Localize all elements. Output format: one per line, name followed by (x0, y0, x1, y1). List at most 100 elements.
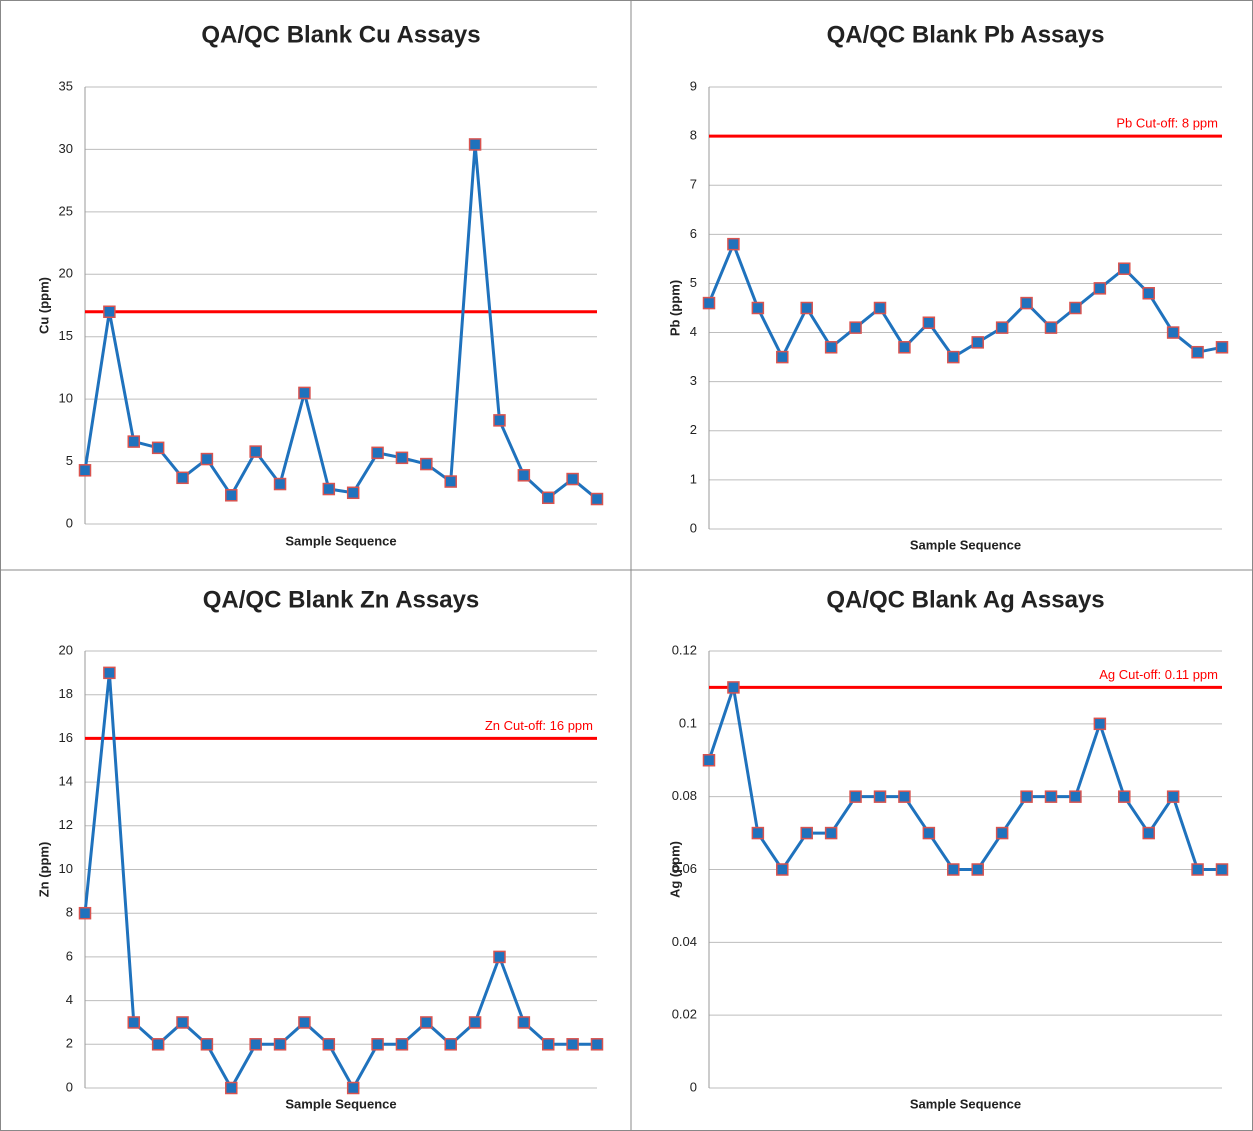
marker (103, 305, 116, 318)
x-axis-label: Sample Sequence (910, 1096, 1021, 1111)
y-tick-label: 0 (66, 1079, 73, 1094)
y-axis-label: Cu (ppm) (36, 277, 51, 334)
marker (298, 386, 311, 400)
marker (971, 336, 984, 349)
marker (78, 464, 92, 477)
y-tick-label: 6 (690, 226, 697, 241)
marker (800, 826, 813, 840)
series-line (707, 240, 1223, 361)
marker (727, 237, 740, 251)
y-tick-label: 0.1 (679, 715, 697, 730)
y-tick-label: 25 (59, 203, 73, 218)
marker (849, 790, 862, 803)
marker (1142, 287, 1155, 300)
marker (873, 301, 887, 315)
x-axis-label: Sample Sequence (285, 1096, 396, 1111)
cutoff-label: Pb Cut-off: 8 ppm (1116, 116, 1218, 131)
marker (468, 1016, 482, 1029)
marker (751, 301, 765, 315)
marker (103, 666, 116, 680)
marker (1191, 345, 1204, 359)
y-tick-label: 0.02 (672, 1007, 697, 1022)
marker (824, 826, 838, 840)
marker (1044, 790, 1058, 803)
marker (225, 1081, 238, 1095)
x-axis-label: Sample Sequence (285, 533, 396, 548)
marker (995, 321, 1009, 334)
marker (727, 681, 740, 694)
marker (1142, 826, 1155, 840)
y-tick-label: 3 (690, 373, 697, 388)
marker (947, 350, 960, 364)
marker (200, 452, 214, 466)
y-axis-label: Ag (ppm) (667, 841, 682, 898)
marker (176, 471, 189, 485)
marker (541, 491, 555, 505)
y-axis-label: Zn (ppm) (36, 842, 51, 898)
y-tick-label: 5 (690, 275, 697, 290)
y-tick-label: 0.06 (672, 861, 697, 876)
marker (566, 1038, 579, 1051)
marker (127, 1016, 141, 1029)
marker (420, 1016, 433, 1029)
marker (1069, 301, 1082, 315)
y-axis-label: Pb (ppm) (667, 280, 682, 336)
y-tick-label: 4 (66, 992, 73, 1007)
marker (1215, 863, 1229, 876)
marker (751, 826, 765, 840)
marker (922, 316, 936, 329)
chart-title: QA/QC Blank Pb Assays (827, 21, 1105, 48)
marker (1166, 790, 1180, 803)
marker (444, 475, 457, 488)
marker (127, 435, 141, 448)
x-axis-label: Sample Sequence (910, 537, 1021, 552)
marker (1118, 262, 1131, 275)
marker (200, 1038, 214, 1051)
marker (395, 451, 409, 465)
marker (922, 826, 936, 840)
series-line (83, 672, 597, 1092)
y-tick-label: 10 (59, 391, 73, 406)
y-tick-label: 20 (59, 266, 73, 281)
marker (249, 1038, 262, 1051)
marker (273, 477, 287, 491)
y-tick-label: 0 (690, 1079, 697, 1094)
marker (395, 1038, 409, 1051)
marker (371, 446, 384, 460)
y-tick-label: 0 (66, 515, 73, 530)
y-tick-label: 2 (66, 1036, 73, 1051)
y-tick-label: 18 (59, 686, 73, 701)
marker (346, 1081, 360, 1095)
marker (800, 301, 813, 315)
marker (346, 486, 360, 500)
marker (898, 341, 911, 354)
chart-title: QA/QC Blank Cu Assays (201, 21, 480, 48)
marker (566, 472, 579, 486)
y-tick-label: 8 (690, 128, 697, 143)
marker (541, 1038, 555, 1051)
y-tick-label: 2 (690, 422, 697, 437)
marker (1166, 326, 1180, 339)
marker (493, 950, 506, 964)
series-line (707, 686, 1222, 873)
y-tick-label: 0 (690, 520, 697, 535)
marker (1118, 790, 1131, 803)
marker (468, 138, 482, 151)
marker (590, 1038, 604, 1051)
marker (517, 469, 531, 482)
marker (947, 863, 960, 876)
marker (151, 1038, 165, 1051)
y-tick-label: 0.04 (672, 934, 697, 949)
y-tick-label: 16 (59, 730, 73, 745)
marker (1069, 790, 1082, 803)
y-tick-label: 6 (66, 948, 73, 963)
marker (702, 754, 716, 767)
marker (776, 350, 789, 364)
y-tick-label: 10 (59, 861, 73, 876)
y-tick-label: 5 (66, 453, 73, 468)
y-tick-label: 12 (59, 817, 73, 832)
y-tick-label: 4 (690, 324, 697, 339)
chart-title: QA/QC Blank Zn Assays (203, 586, 480, 613)
